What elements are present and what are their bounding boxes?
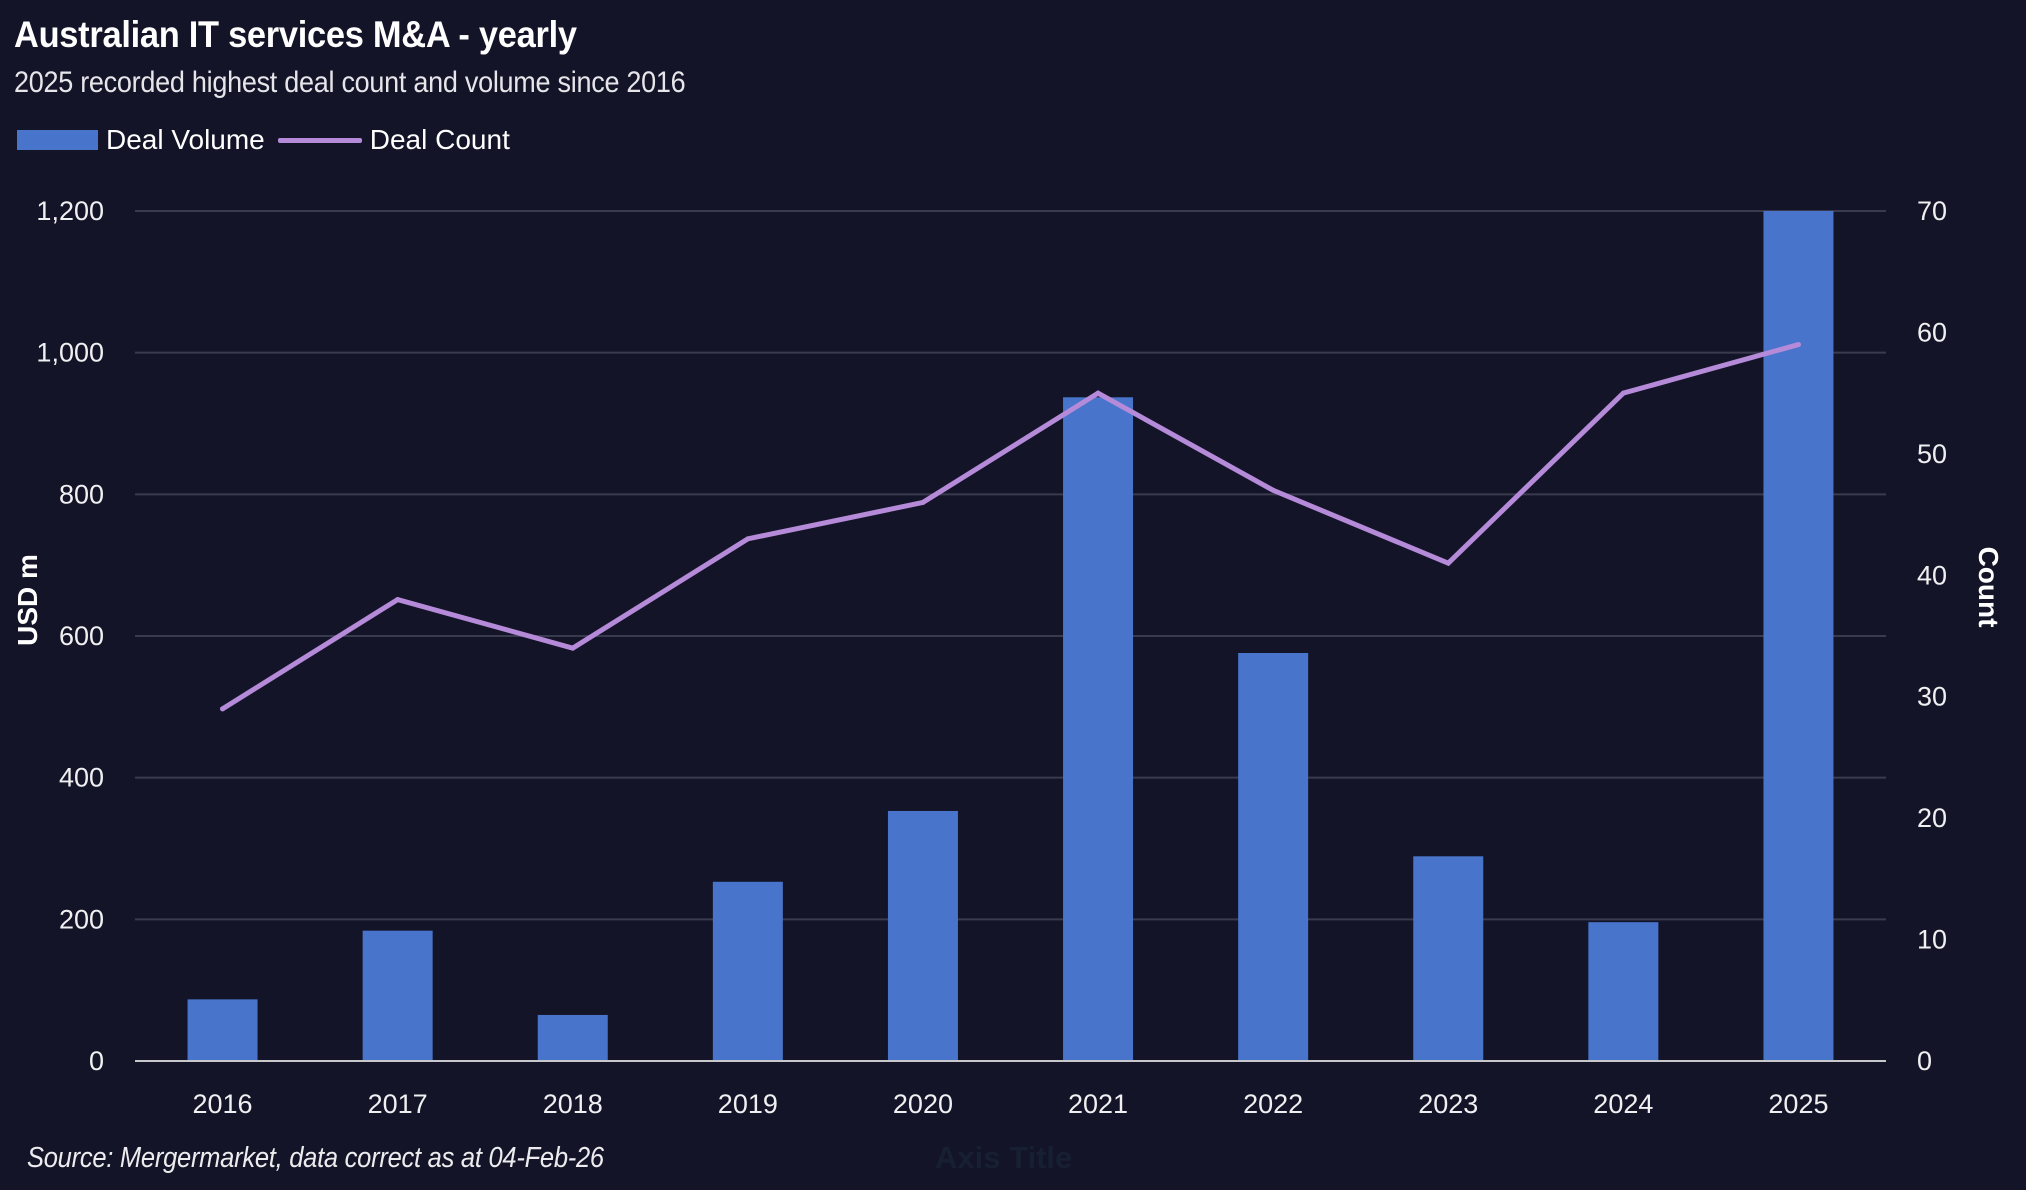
x-tick-label-2020: 2020 xyxy=(893,1089,953,1119)
x-tick-label-2021: 2021 xyxy=(1068,1089,1128,1119)
y2-tick-label-60: 60 xyxy=(1917,317,1947,347)
y-axis-left-title: USD m xyxy=(12,554,43,646)
legend-swatch-deal-volume xyxy=(17,130,98,150)
ghost-axis-title: Axis Title xyxy=(935,1140,1073,1175)
y-tick-label-1200: 1,200 xyxy=(36,196,104,226)
x-tick-label-2023: 2023 xyxy=(1418,1089,1478,1119)
bar-deal-volume-2019 xyxy=(712,881,783,1061)
y-tick-label-600: 600 xyxy=(59,621,104,651)
bar-series-deal-volume xyxy=(187,211,1834,1062)
y-tick-label-800: 800 xyxy=(59,479,104,509)
x-tick-label-2018: 2018 xyxy=(543,1089,603,1119)
legend-label-deal-count: Deal Count xyxy=(369,124,510,155)
line-points-deal-count xyxy=(220,342,1801,712)
point-deal-count-2016 xyxy=(220,706,226,712)
line-series-deal-count xyxy=(220,342,1801,712)
x-tick-label-2025: 2025 xyxy=(1768,1089,1828,1119)
chart-subtitle: 2025 recorded highest deal count and vol… xyxy=(14,66,686,99)
y2-tick-label-0: 0 xyxy=(1917,1046,1932,1076)
bar-deal-volume-2020 xyxy=(887,810,958,1061)
bar-deal-volume-2023 xyxy=(1413,856,1484,1061)
x-tick-label-2024: 2024 xyxy=(1593,1089,1653,1119)
x-axis-ticks: 2016 2017 2018 2019 2020 2021 2022 2023 2024 2025 xyxy=(193,1089,1829,1119)
point-deal-count-2021 xyxy=(1095,390,1101,396)
y2-tick-label-70: 70 xyxy=(1917,196,1947,226)
point-deal-count-2022 xyxy=(1270,487,1276,493)
x-tick-label-2022: 2022 xyxy=(1243,1089,1303,1119)
source-note: Source: Mergermarket, data correct as at… xyxy=(27,1142,604,1174)
chart-legend: Deal Volume Deal Count xyxy=(17,120,510,160)
point-deal-count-2025 xyxy=(1795,342,1801,348)
y-axis-right-title: Count xyxy=(1973,547,2004,628)
point-deal-count-2017 xyxy=(395,597,401,603)
legend-swatch-deal-count xyxy=(277,137,362,143)
y2-tick-label-10: 10 xyxy=(1917,925,1947,955)
y2-tick-label-40: 40 xyxy=(1917,560,1947,590)
x-tick-label-2016: 2016 xyxy=(193,1089,253,1119)
point-deal-count-2020 xyxy=(920,499,926,505)
y2-tick-label-50: 50 xyxy=(1917,439,1947,469)
y-axis-left-ticks: 0 200 400 600 800 1,000 1,200 xyxy=(36,196,104,1076)
y-tick-label-400: 400 xyxy=(59,763,104,793)
x-tick-label-2017: 2017 xyxy=(368,1089,428,1119)
point-deal-count-2023 xyxy=(1445,560,1451,566)
y2-tick-label-30: 30 xyxy=(1917,682,1947,712)
bar-deal-volume-2021 xyxy=(1063,397,1134,1062)
bar-deal-volume-2022 xyxy=(1238,653,1309,1061)
y-tick-label-200: 200 xyxy=(59,904,104,934)
point-deal-count-2024 xyxy=(1620,390,1626,396)
y-axis-right-ticks: 0 10 20 30 40 50 60 70 xyxy=(1917,196,1947,1076)
legend-label-deal-volume: Deal Volume xyxy=(106,124,265,155)
x-tick-label-2019: 2019 xyxy=(718,1089,778,1119)
bar-deal-volume-2018 xyxy=(537,1014,608,1061)
bar-deal-volume-2017 xyxy=(362,930,433,1061)
bar-deal-volume-2016 xyxy=(187,999,258,1061)
point-deal-count-2018 xyxy=(570,645,576,651)
bar-deal-volume-2025 xyxy=(1763,211,1834,1061)
y2-tick-label-20: 20 xyxy=(1917,803,1947,833)
bar-deal-volume-2024 xyxy=(1588,922,1659,1061)
gridlines xyxy=(135,210,1886,921)
y-tick-label-0: 0 xyxy=(89,1046,104,1076)
point-deal-count-2019 xyxy=(745,536,751,542)
y-tick-label-1000: 1,000 xyxy=(36,338,104,368)
chart-title: Australian IT services M&A - yearly xyxy=(14,14,577,55)
